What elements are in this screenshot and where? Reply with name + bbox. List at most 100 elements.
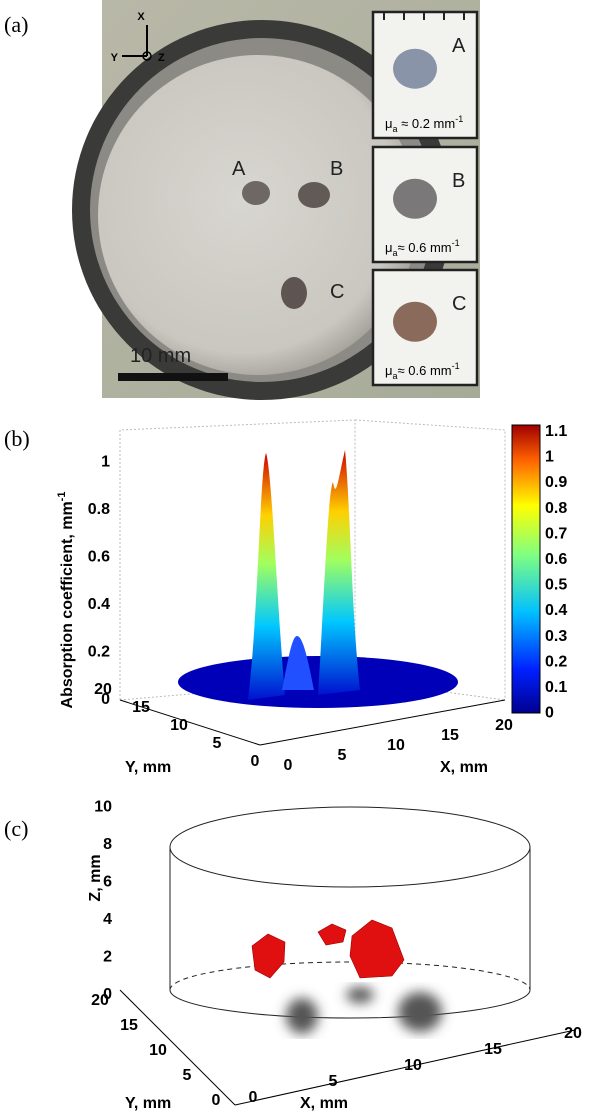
axis-title: Y, mm (125, 1095, 171, 1112)
caption-text: ≈ 0.2 mm (398, 116, 456, 131)
tick-label: 20 (564, 1025, 582, 1042)
tick-label: 0.1 (545, 679, 567, 696)
inset-ruler (463, 12, 465, 20)
tick-label: 0.8 (88, 501, 110, 518)
tick-label: 20 (91, 992, 109, 1009)
tick-label: 0.4 (545, 602, 567, 619)
axis-dot (142, 51, 152, 61)
tick-label: 15 (441, 727, 459, 744)
tick-label: 20 (94, 681, 112, 698)
tick-label: 8 (103, 836, 112, 853)
symbol: μ (385, 116, 393, 131)
tick-label: 0 (212, 1092, 221, 1109)
tick-label: 10 (94, 799, 112, 816)
symbol: μ (385, 240, 393, 255)
axis-title: Absorption coefficient, mm-1 (56, 492, 76, 709)
tick-label: 0.7 (545, 525, 567, 542)
axis-line (234, 1029, 576, 1106)
inset-letter: C (452, 293, 466, 315)
surface-floor (178, 656, 458, 708)
inset-ruler (443, 12, 445, 20)
tick-label: 15 (132, 699, 150, 716)
tick-label: 5 (338, 747, 347, 764)
tick-label: 5 (329, 1073, 338, 1090)
tick-label: 5 (183, 1067, 192, 1084)
spot-label: B (330, 158, 343, 180)
caption-text: ≈ 0.6 mm (398, 363, 452, 378)
tick-label: 0 (251, 753, 260, 770)
isosurface (251, 919, 405, 979)
tick-label: 0.5 (545, 577, 567, 594)
axis-title: Z, mm (87, 854, 104, 901)
surface-peak (318, 450, 360, 695)
axis-letter: Y (111, 52, 119, 64)
axis-line (119, 989, 236, 1106)
tick-label: 0 (103, 986, 112, 1003)
inset-letter: B (452, 170, 465, 192)
inset-inclusion (393, 48, 437, 89)
axis-title: X, mm (300, 1095, 348, 1112)
inset-ruler (383, 12, 385, 20)
surface-peak (248, 453, 285, 700)
subscript: a (393, 371, 398, 381)
tick-label: 0.4 (88, 596, 110, 613)
cylinder (169, 806, 531, 1019)
inset-ruler (423, 12, 425, 20)
tick-label: 0 (249, 1089, 258, 1106)
tick-label: 0.6 (88, 549, 110, 566)
inset-caption: μa≈ 0.6 mm-1 (385, 238, 460, 258)
scale-label: 10 mm (130, 345, 191, 367)
superscript: -1 (452, 238, 460, 248)
dish (98, 55, 418, 375)
scale-bar (118, 373, 228, 381)
inset-caption: μa ≈ 0.2 mm-1 (385, 114, 463, 134)
superscript: -1 (452, 361, 460, 371)
tick-label: 10 (404, 1057, 422, 1074)
tick-label: 6 (103, 874, 112, 891)
tick-label: 10 (149, 1042, 167, 1059)
tick-label: 0 (545, 705, 554, 722)
surface-peak (282, 636, 314, 690)
inclusion (298, 182, 330, 208)
tick-label: 0.6 (545, 551, 567, 568)
tick-label: 1.1 (545, 423, 567, 440)
inclusion (281, 277, 307, 309)
tick-label: 0.2 (545, 653, 567, 670)
panel-label: (c) (4, 816, 28, 841)
inclusion (242, 181, 270, 205)
spot-label: A (232, 158, 246, 180)
tick-label: 0.9 (545, 474, 567, 491)
panel-label: (a) (4, 12, 28, 37)
inset-ruler (403, 12, 405, 20)
colorbar (511, 424, 541, 714)
subscript: a (393, 248, 398, 258)
symbol: μ (385, 363, 393, 378)
axis-line (119, 699, 261, 746)
tick-label: 1 (545, 449, 554, 466)
tick-label: 10 (387, 737, 405, 754)
axis-letter: X (137, 11, 145, 23)
tick-label: 15 (120, 1017, 138, 1034)
subscript: a (393, 124, 398, 134)
inset-inclusion (393, 178, 437, 219)
tick-label: 4 (103, 911, 112, 928)
shadow (286, 987, 442, 1034)
tick-label: 15 (484, 1041, 502, 1058)
tick-label: 0.2 (88, 644, 110, 661)
axis-line (259, 699, 506, 746)
inset-letter: A (452, 35, 466, 57)
tick-label: 20 (495, 717, 513, 734)
inset-caption: μa≈ 0.6 mm-1 (385, 361, 460, 381)
tick-label: 0.8 (545, 500, 567, 517)
panel-label: (b) (4, 426, 30, 451)
tick-label: 0 (101, 691, 110, 708)
tick-label: 2 (103, 949, 112, 966)
axis-title: Y, mm (125, 759, 171, 776)
inset-inclusion (393, 301, 437, 342)
axis-letter: Z (158, 52, 165, 64)
tick-label: 5 (213, 735, 222, 752)
tick-label: 10 (170, 717, 188, 734)
spot-label: C (330, 281, 344, 303)
caption-text: ≈ 0.6 mm (398, 240, 452, 255)
